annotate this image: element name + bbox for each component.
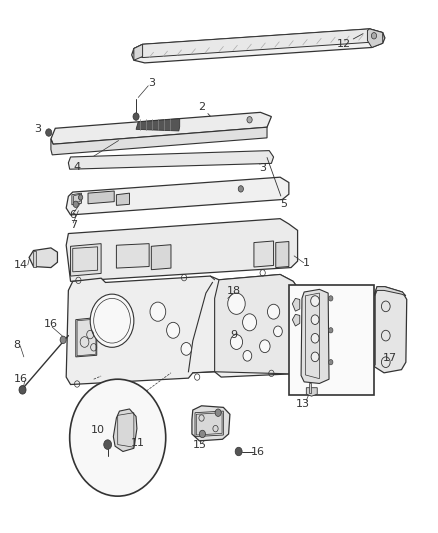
Text: 4: 4 [74, 162, 81, 172]
Text: 6: 6 [70, 210, 77, 220]
Polygon shape [76, 318, 97, 357]
Polygon shape [374, 294, 375, 367]
Circle shape [311, 315, 319, 325]
Polygon shape [117, 193, 130, 205]
Bar [289, 285, 374, 395]
Text: 3: 3 [34, 124, 41, 134]
Circle shape [268, 304, 280, 319]
Polygon shape [374, 287, 406, 296]
Text: 17: 17 [383, 353, 397, 363]
Polygon shape [29, 248, 57, 268]
Polygon shape [215, 274, 297, 374]
Circle shape [104, 440, 112, 449]
Polygon shape [196, 413, 222, 435]
Circle shape [60, 336, 66, 344]
Text: 5: 5 [267, 158, 287, 209]
Circle shape [150, 302, 166, 321]
Polygon shape [88, 191, 114, 204]
Text: 14: 14 [14, 260, 28, 270]
Text: 16: 16 [251, 447, 265, 456]
Circle shape [247, 117, 252, 123]
Polygon shape [66, 274, 297, 384]
Text: 16: 16 [44, 319, 58, 329]
Polygon shape [51, 112, 272, 144]
Text: 11: 11 [131, 438, 145, 448]
Circle shape [235, 447, 242, 456]
Circle shape [19, 385, 26, 394]
Polygon shape [151, 245, 171, 270]
Polygon shape [132, 29, 385, 63]
Circle shape [311, 334, 319, 343]
Polygon shape [306, 387, 317, 396]
Polygon shape [367, 29, 383, 47]
Polygon shape [72, 193, 81, 205]
Circle shape [46, 129, 52, 136]
Text: 3: 3 [148, 78, 155, 88]
Text: 13: 13 [296, 399, 310, 409]
Text: 8: 8 [14, 340, 21, 350]
Polygon shape [33, 251, 35, 266]
Polygon shape [301, 289, 329, 383]
Circle shape [311, 352, 319, 362]
Circle shape [238, 185, 244, 192]
Text: 2: 2 [198, 102, 210, 116]
Polygon shape [254, 241, 274, 267]
Circle shape [371, 33, 377, 39]
Circle shape [90, 294, 134, 348]
Circle shape [243, 314, 257, 331]
Text: 16: 16 [13, 374, 27, 384]
Text: 15: 15 [192, 440, 206, 450]
Circle shape [260, 340, 270, 353]
Circle shape [78, 195, 83, 200]
Polygon shape [136, 119, 180, 131]
Polygon shape [292, 314, 300, 326]
Text: 12: 12 [336, 34, 363, 49]
Polygon shape [113, 409, 137, 451]
Polygon shape [117, 244, 149, 268]
Polygon shape [66, 219, 297, 281]
Circle shape [328, 296, 333, 301]
Text: 10: 10 [91, 425, 105, 435]
Polygon shape [51, 127, 267, 155]
Polygon shape [71, 244, 101, 276]
Circle shape [199, 430, 205, 438]
Text: 1: 1 [303, 258, 310, 268]
Circle shape [70, 379, 166, 496]
Text: 7: 7 [70, 220, 77, 230]
Text: 9: 9 [231, 329, 238, 340]
Circle shape [228, 293, 245, 314]
Circle shape [311, 296, 319, 306]
Circle shape [181, 343, 191, 356]
Circle shape [133, 113, 139, 120]
Text: 18: 18 [227, 286, 241, 296]
Polygon shape [68, 151, 274, 169]
Polygon shape [192, 406, 230, 441]
Circle shape [166, 322, 180, 338]
Polygon shape [374, 287, 407, 373]
Polygon shape [134, 29, 383, 58]
Circle shape [230, 335, 243, 350]
Circle shape [328, 360, 333, 365]
Polygon shape [276, 241, 289, 268]
Circle shape [73, 201, 78, 207]
Circle shape [328, 328, 333, 333]
Polygon shape [309, 383, 311, 393]
Circle shape [243, 351, 252, 361]
Polygon shape [292, 298, 300, 311]
Polygon shape [134, 44, 143, 60]
Circle shape [215, 409, 221, 416]
Polygon shape [66, 177, 289, 215]
Text: 3: 3 [259, 163, 266, 173]
Circle shape [274, 326, 283, 337]
